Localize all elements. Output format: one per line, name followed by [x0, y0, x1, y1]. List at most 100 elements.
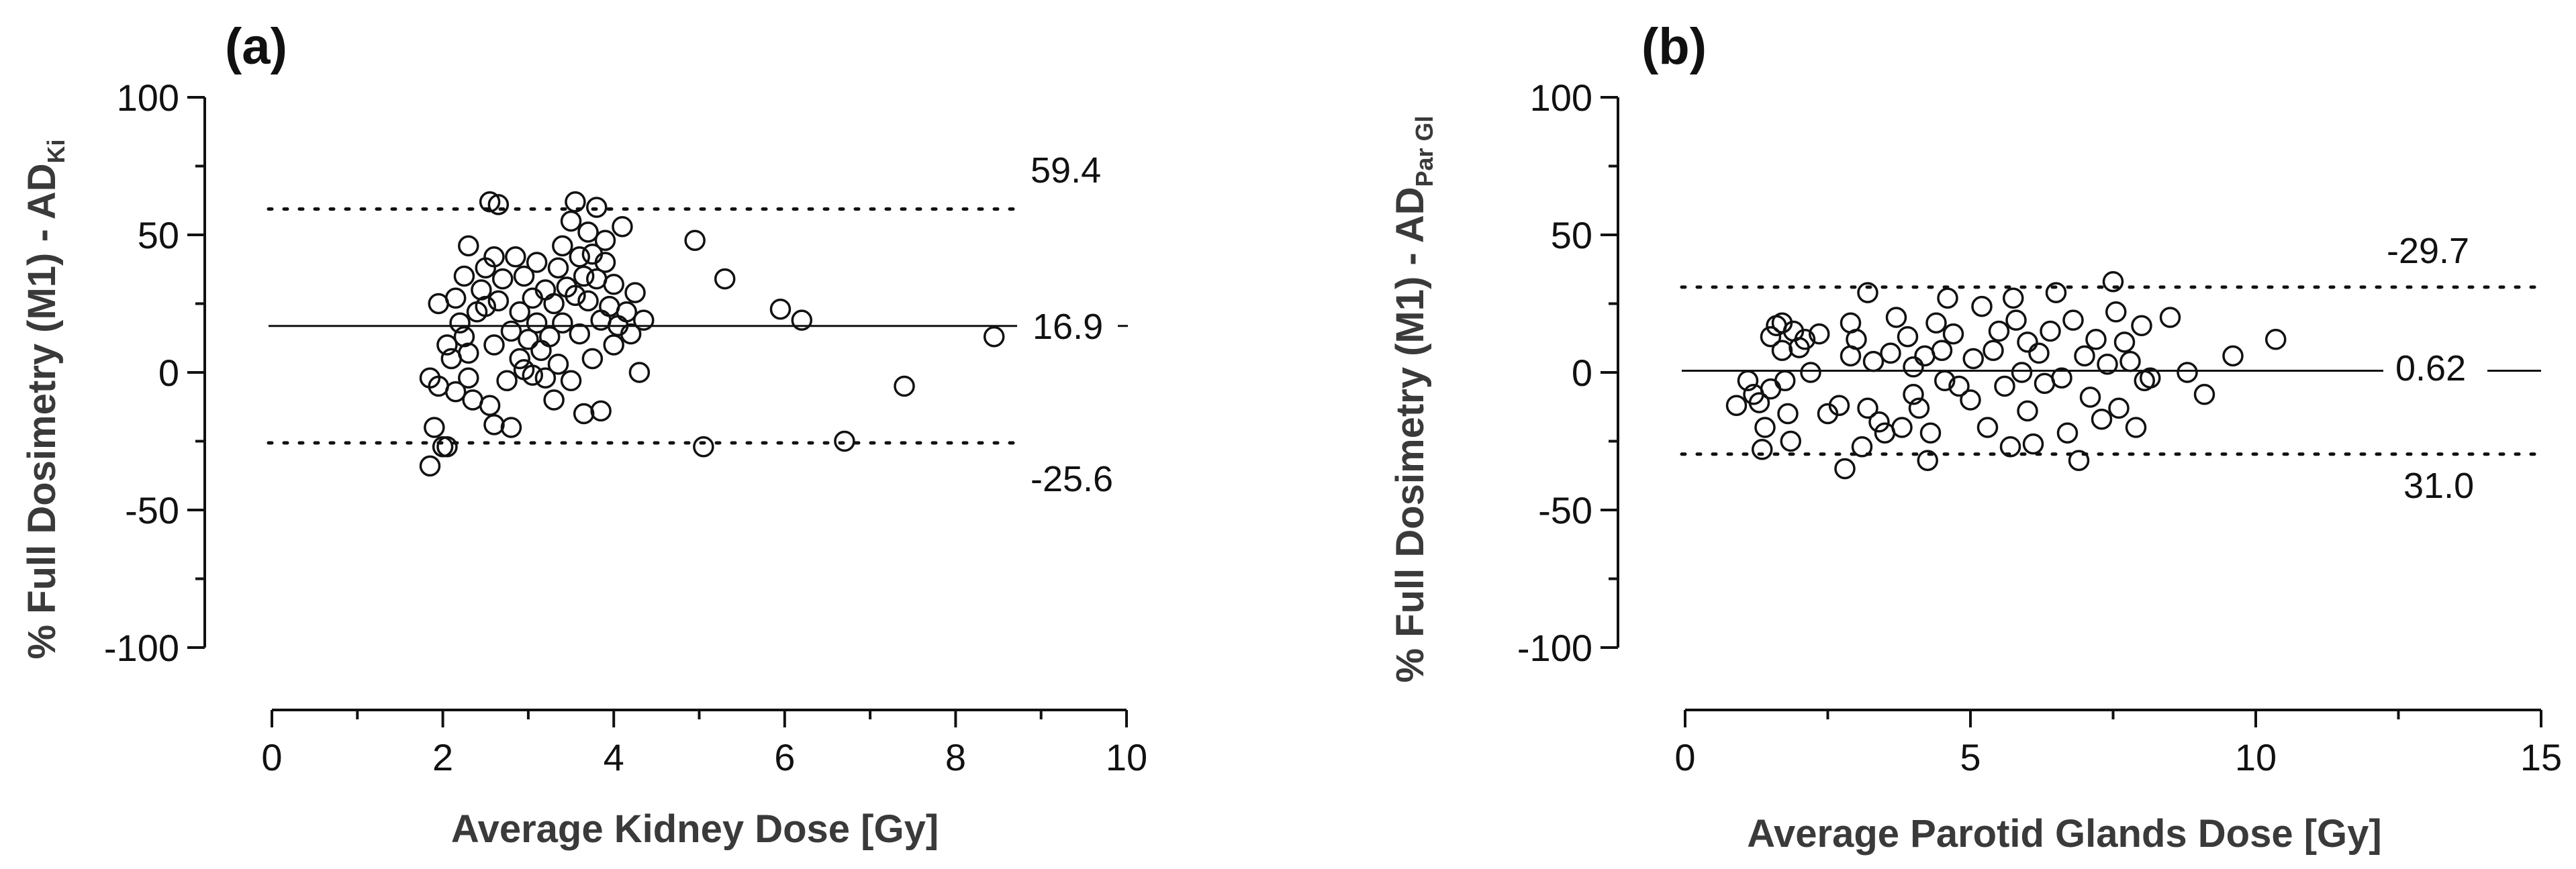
- data-point: [1800, 362, 1821, 383]
- data-point: [436, 436, 458, 458]
- x-tick-label: 8: [945, 736, 966, 778]
- data-point: [2045, 282, 2067, 303]
- data-point: [1771, 340, 1793, 361]
- data-point: [1891, 417, 1913, 438]
- data-point: [2003, 287, 2024, 309]
- chart-a: (a) % Full Dosimetry (M1) - ADKi Average…: [20, 18, 1147, 851]
- data-point: [1857, 397, 1878, 419]
- data-point: [769, 298, 792, 320]
- y-axis-title-a: % Full Dosimetry (M1) - ADKi: [20, 139, 70, 659]
- data-point: [509, 348, 530, 370]
- data-point: [2040, 320, 2061, 342]
- data-point: [500, 320, 522, 342]
- data-point: [2017, 331, 2038, 353]
- data-point: [2022, 433, 2044, 455]
- data-point: [2102, 270, 2124, 293]
- data-point: [2193, 384, 2215, 405]
- data-point: [2222, 345, 2244, 367]
- data-point: [1942, 323, 1964, 345]
- data-point: [684, 229, 706, 251]
- chart-b: (b) % Full Dosimetry (M1) - ADPar Gl Ave…: [1388, 18, 2562, 856]
- data-point: [1760, 378, 1782, 400]
- data-point: [1948, 375, 1970, 397]
- data-point: [2028, 342, 2050, 364]
- data-point: [1748, 392, 1770, 413]
- data-point: [2125, 417, 2147, 438]
- data-point: [458, 342, 479, 364]
- y-tick-label: 0: [158, 352, 179, 394]
- data-point: [1897, 325, 1919, 348]
- data-point: [487, 290, 510, 312]
- data-point: [1919, 422, 1942, 444]
- data-point: [2056, 422, 2079, 444]
- panel-label-a: (a): [225, 18, 287, 75]
- data-point: [2051, 367, 2072, 389]
- data-point: [603, 274, 624, 295]
- data-points-a: [419, 191, 1005, 477]
- data-point: [487, 194, 510, 215]
- data-point: [552, 312, 573, 334]
- data-point: [1809, 323, 1830, 345]
- data-point: [1983, 340, 2004, 361]
- data-point: [1885, 307, 1907, 328]
- data-point: [436, 334, 458, 356]
- data-point: [1962, 348, 1984, 370]
- data-point: [1931, 340, 1953, 361]
- data-point: [1737, 370, 1759, 392]
- data-point: [483, 246, 505, 268]
- x-tick-label: 2: [432, 736, 453, 778]
- data-point: [1999, 436, 2021, 458]
- axes-b: -100 -50 0 50 100 0 5 10 15: [1517, 76, 2562, 778]
- data-point: [505, 246, 526, 268]
- data-point: [1903, 384, 1924, 405]
- data-point: [1851, 436, 1873, 458]
- y-tick-label: -50: [125, 489, 179, 531]
- data-point: [1834, 458, 1856, 480]
- data-point: [2108, 397, 2130, 419]
- data-point: [2131, 315, 2152, 337]
- lower-loa-label-b: 31.0: [2403, 466, 2474, 506]
- data-point: [491, 268, 514, 290]
- y-tick-label: -100: [104, 627, 179, 669]
- data-point: [1862, 350, 1885, 372]
- data-point: [543, 389, 565, 411]
- data-point: [522, 364, 544, 386]
- data-point: [612, 215, 633, 238]
- data-point: [2074, 345, 2095, 367]
- data-point: [693, 436, 714, 458]
- data-point: [530, 340, 552, 361]
- data-point: [449, 312, 471, 334]
- data-point: [1934, 370, 1956, 392]
- data-point: [2034, 372, 2056, 395]
- x-tick-label: 10: [1106, 736, 1147, 778]
- data-point: [1857, 282, 1878, 303]
- data-point: [628, 362, 651, 383]
- data-point: [479, 395, 501, 416]
- data-point: [565, 191, 586, 213]
- data-point: [983, 325, 1005, 348]
- data-point: [1794, 329, 1816, 350]
- data-point: [1868, 411, 1890, 433]
- data-point: [444, 287, 467, 309]
- data-point: [1960, 389, 1981, 411]
- data-point: [1752, 439, 1773, 460]
- data-point: [500, 417, 522, 438]
- data-point: [458, 235, 479, 257]
- lower-loa-label-a: -25.6: [1031, 459, 1113, 499]
- reference-lines-a: [267, 207, 1128, 445]
- data-point: [1988, 320, 2010, 342]
- data-point: [2097, 353, 2118, 375]
- data-point: [1754, 417, 1776, 438]
- data-point: [1846, 329, 1867, 350]
- x-tick-label: 0: [261, 736, 282, 778]
- data-point: [585, 197, 608, 218]
- data-point: [2105, 301, 2127, 323]
- data-point: [552, 235, 573, 257]
- data-point: [1917, 450, 1938, 471]
- data-point: [424, 417, 445, 438]
- data-point: [594, 252, 616, 273]
- data-point: [526, 252, 548, 273]
- data-point: [834, 430, 855, 452]
- data-point: [2017, 400, 2038, 422]
